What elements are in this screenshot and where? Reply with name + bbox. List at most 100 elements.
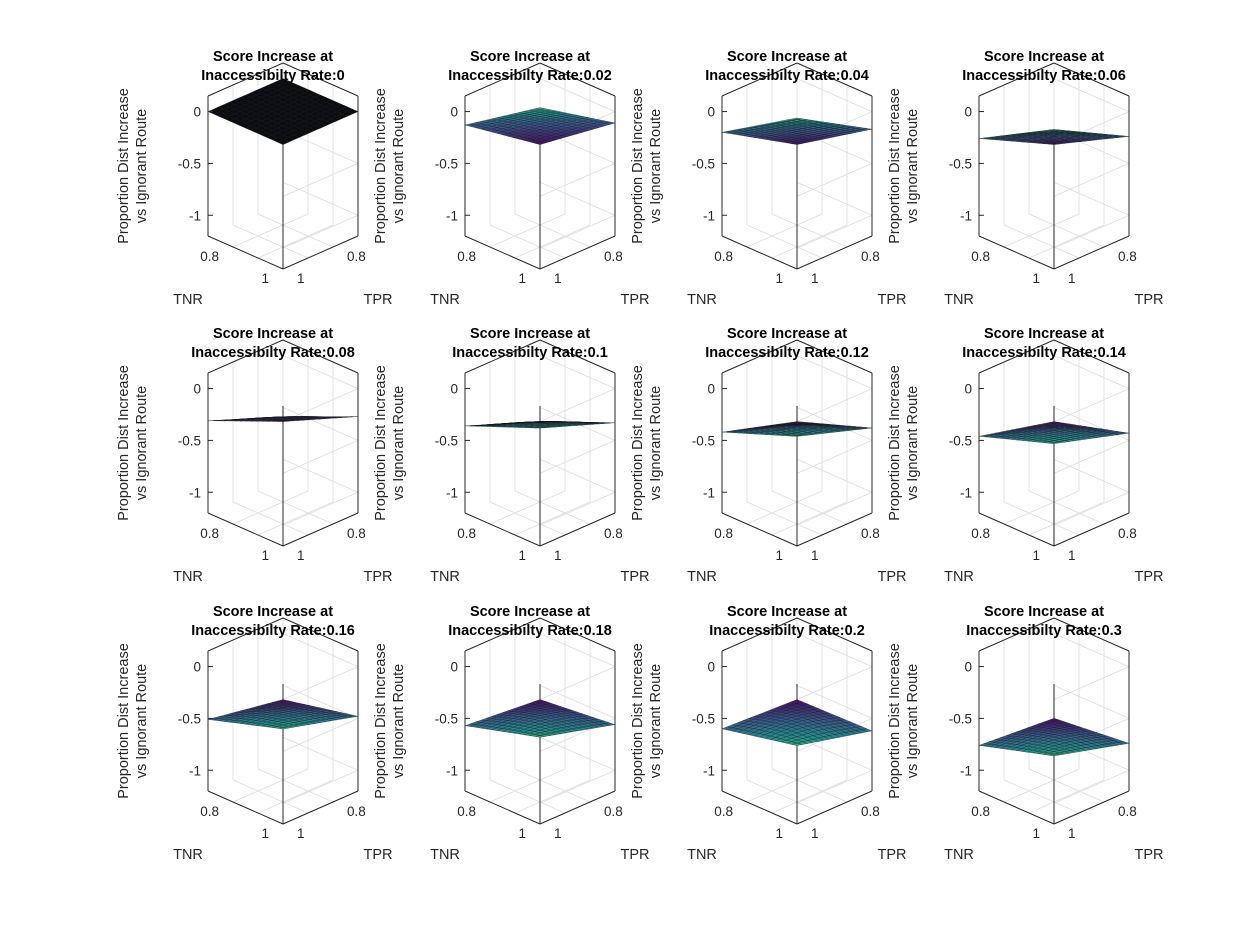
- tnr-axis-label: TNR: [430, 569, 460, 585]
- tpr-tick-label: 1: [1068, 826, 1076, 841]
- z-axis-label-line2: vs Ignorant Route: [905, 664, 921, 778]
- tnr-axis-label: TNR: [944, 569, 974, 585]
- tnr-axis-label: TNR: [944, 292, 974, 308]
- subplot-title-line1: Score Increase at: [470, 326, 590, 342]
- subplot-title-line2: Inaccessibilty Rate:0.2: [709, 623, 865, 639]
- z-tick-label: -0.5: [435, 156, 458, 171]
- z-tick-label: 0: [964, 660, 972, 675]
- tpr-tick-label: 1: [811, 548, 819, 563]
- subplot-title-line1: Score Increase at: [213, 604, 333, 620]
- tpr-axis-label: TPR: [621, 847, 650, 863]
- tpr-tick-label: 0.8: [861, 804, 880, 819]
- tpr-axis-label: TPR: [364, 569, 393, 585]
- tnr-tick-label: 1: [518, 826, 526, 841]
- z-axis-label-line2: vs Ignorant Route: [905, 109, 921, 223]
- subplot-title-line1: Score Increase at: [727, 604, 847, 620]
- tpr-tick-label: 0.8: [604, 526, 623, 541]
- z-tick-label: -0.5: [178, 711, 201, 726]
- tnr-tick-label: 1: [775, 826, 783, 841]
- subplot-4: 0 -0.5 -1 0.8 1 0.8 1 TNR TPR Proportion Dist Inc…: [887, 49, 1164, 308]
- z-tick-label: 0: [193, 105, 201, 120]
- tnr-tick-label: 1: [518, 271, 526, 286]
- z-axis-label-line2: vs Ignorant Route: [391, 109, 407, 223]
- tpr-tick-label: 1: [297, 826, 305, 841]
- subplot-title-line1: Score Increase at: [213, 326, 333, 342]
- tnr-tick-label: 1: [1032, 826, 1040, 841]
- z-tick-label: 0: [193, 382, 201, 397]
- tpr-axis-label: TPR: [878, 847, 907, 863]
- z-axis-label-line1: Proportion Dist Increase: [630, 88, 646, 244]
- z-tick-label: 0: [450, 660, 458, 675]
- z-tick-label: -1: [703, 208, 715, 223]
- z-axis-label-line2: vs Ignorant Route: [134, 664, 150, 778]
- z-axis-label-line1: Proportion Dist Increase: [630, 365, 646, 521]
- tpr-tick-label: 1: [811, 826, 819, 841]
- surface: [464, 107, 616, 145]
- surface: [721, 699, 873, 746]
- tpr-axis-label: TPR: [1135, 569, 1164, 585]
- tnr-tick-label: 1: [1032, 548, 1040, 563]
- subplot-title-line1: Score Increase at: [470, 604, 590, 620]
- tnr-tick-label: 0.8: [714, 804, 733, 819]
- subplot-title-line1: Score Increase at: [470, 49, 590, 65]
- tpr-axis-label: TPR: [878, 292, 907, 308]
- z-tick-label: -0.5: [435, 433, 458, 448]
- tpr-tick-label: 0.8: [604, 804, 623, 819]
- surface: [978, 129, 1130, 145]
- tnr-axis-label: TNR: [944, 847, 974, 863]
- tpr-tick-label: 1: [297, 548, 305, 563]
- tnr-tick-label: 0.8: [714, 526, 733, 541]
- tpr-axis-label: TPR: [1135, 847, 1164, 863]
- z-tick-label: 0: [707, 660, 715, 675]
- z-tick-label: -1: [703, 485, 715, 500]
- surface: [464, 699, 616, 738]
- subplot-title-line1: Score Increase at: [727, 49, 847, 65]
- z-tick-label: -0.5: [435, 711, 458, 726]
- subplot-5: 0 -0.5 -1 0.8 1 0.8 1 TNR TPR Proportion Dist Inc…: [116, 326, 393, 585]
- z-axis-label-line2: vs Ignorant Route: [134, 109, 150, 223]
- z-tick-label: -1: [446, 763, 458, 778]
- tpr-axis-label: TPR: [364, 847, 393, 863]
- tnr-tick-label: 0.8: [971, 804, 990, 819]
- z-tick-label: -1: [960, 763, 972, 778]
- subplot-title-line2: Inaccessibilty Rate:0.08: [191, 345, 355, 361]
- surface: [978, 421, 1130, 444]
- subplot-title-line2: Inaccessibilty Rate:0.3: [966, 623, 1122, 639]
- subplot-title-line2: Inaccessibilty Rate:0.04: [705, 68, 869, 84]
- tnr-tick-label: 0.8: [200, 249, 219, 264]
- tpr-axis-label: TPR: [1135, 292, 1164, 308]
- z-tick-label: 0: [964, 382, 972, 397]
- tpr-tick-label: 0.8: [604, 249, 623, 264]
- tnr-axis-label: TNR: [430, 292, 460, 308]
- tnr-tick-label: 0.8: [457, 804, 476, 819]
- z-tick-label: -0.5: [949, 156, 972, 171]
- z-tick-label: -1: [189, 763, 201, 778]
- subplot-title-line1: Score Increase at: [984, 604, 1104, 620]
- tnr-tick-label: 1: [261, 548, 269, 563]
- tnr-tick-label: 0.8: [200, 804, 219, 819]
- subplot-title-line1: Score Increase at: [213, 49, 333, 65]
- subplot-10: 0 -0.5 -1 0.8 1 0.8 1 TNR TPR Proportion Dist Inc…: [373, 604, 650, 863]
- tpr-axis-label: TPR: [621, 292, 650, 308]
- subplot-3: 0 -0.5 -1 0.8 1 0.8 1 TNR TPR Proportion Dist Inc…: [630, 49, 907, 308]
- tnr-axis-label: TNR: [173, 847, 203, 863]
- tpr-tick-label: 1: [554, 826, 562, 841]
- z-axis-label-line2: vs Ignorant Route: [391, 664, 407, 778]
- tpr-tick-label: 1: [297, 271, 305, 286]
- surface: [207, 78, 359, 145]
- tpr-tick-label: 1: [1068, 271, 1076, 286]
- surface: [207, 699, 359, 730]
- z-tick-label: -1: [960, 208, 972, 223]
- subplot-title-line1: Score Increase at: [727, 326, 847, 342]
- z-axis-label-line1: Proportion Dist Increase: [116, 365, 132, 521]
- tpr-tick-label: 0.8: [347, 526, 366, 541]
- tpr-tick-label: 0.8: [1118, 526, 1137, 541]
- tnr-axis-label: TNR: [687, 292, 717, 308]
- z-axis-label-line2: vs Ignorant Route: [391, 386, 407, 500]
- z-axis-label-line1: Proportion Dist Increase: [373, 643, 389, 799]
- subplot-8: 0 -0.5 -1 0.8 1 0.8 1 TNR TPR Proportion Dist Inc…: [887, 326, 1164, 585]
- subplot-title-line2: Inaccessibilty Rate:0.16: [191, 623, 355, 639]
- tpr-tick-label: 1: [811, 271, 819, 286]
- tpr-tick-label: 0.8: [1118, 249, 1137, 264]
- z-tick-label: 0: [193, 660, 201, 675]
